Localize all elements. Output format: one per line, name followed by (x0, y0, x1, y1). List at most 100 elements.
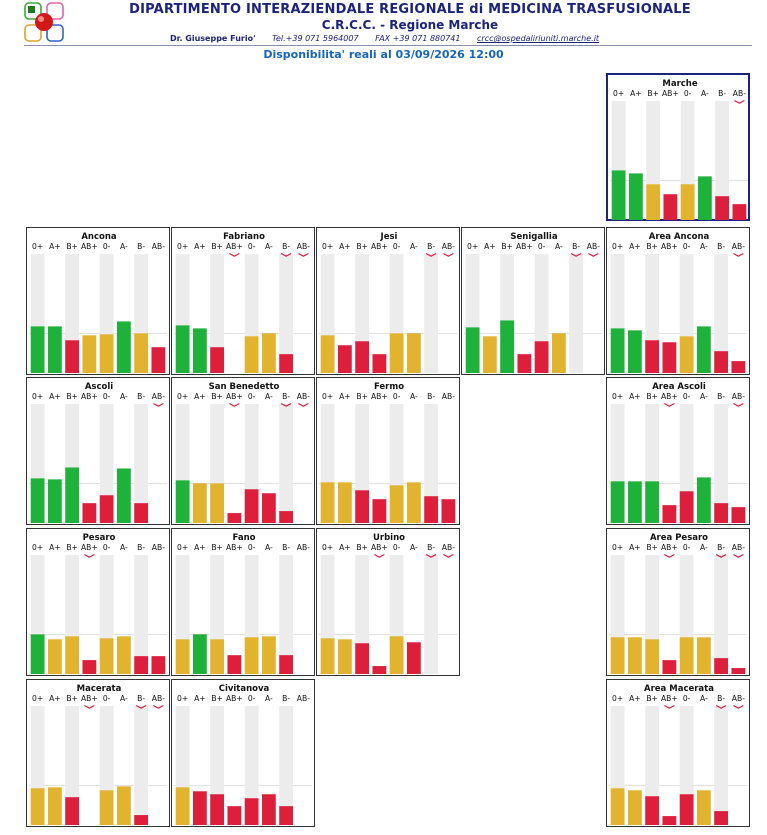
low-stock-arrow-icon (425, 252, 437, 257)
bar-b (500, 320, 515, 373)
chart-svg-fermo: Fermo 0+ A+ B+ AB+ 0- A- B- AB- (319, 382, 457, 523)
tick-label: B- (137, 242, 145, 251)
chart-panel-fermo: Fermo 0+ A+ B+ AB+ 0- A- B- AB- (316, 377, 460, 525)
bar-b (645, 639, 660, 674)
crcc-subtitle: C.R.C.C. - Regione Marche (321, 18, 499, 32)
tick-label: A- (265, 242, 273, 251)
tick-label: 0- (683, 242, 691, 251)
bar-0 (320, 335, 335, 373)
tick-label: AB- (297, 242, 310, 251)
chart-svg-pesaro: Pesaro 0+ A+ B+ AB+ 0- A- B- AB- (29, 533, 167, 674)
bar-a (406, 642, 421, 674)
tick-label: A- (120, 392, 128, 401)
tick-label: B+ (356, 392, 368, 401)
tick-label: AB- (152, 694, 165, 703)
email-link[interactable]: crcc@ospedaliriuniti.marche.it (477, 34, 600, 43)
tick-label: 0- (248, 392, 256, 401)
department-title: DIPARTIMENTO INTERAZIENDALE REGIONALE di… (129, 2, 691, 17)
tick-label: AB- (442, 242, 455, 251)
chart-panel-jesi: Jesi 0+ A+ B+ AB+ 0- A- B- AB- (316, 227, 460, 375)
bar-b (210, 347, 225, 373)
bar-0 (30, 478, 45, 523)
tick-label: AB- (732, 543, 745, 552)
tick-label: B+ (211, 694, 223, 703)
tick-label: B+ (646, 392, 658, 401)
bar-a (697, 176, 712, 220)
low-stock-arrow-icon (84, 704, 95, 709)
bar-ab (151, 347, 166, 373)
bar-a (192, 791, 207, 825)
tick-label: AB+ (661, 392, 678, 401)
tick-label: 0+ (467, 242, 478, 251)
bar-0 (30, 634, 45, 674)
bar-a (116, 321, 131, 373)
bar-track (65, 706, 80, 825)
chart-svg-civitanova: Civitanova 0+ A+ B+ AB+ 0- A- B- AB- (174, 684, 312, 825)
chart-title: Area Ascoli (652, 382, 706, 392)
bar-ab (731, 507, 746, 523)
chart-panel-macerata: Macerata 0+ A+ B+ AB+ 0- A- B- AB- (26, 679, 170, 827)
tick-label: B+ (211, 242, 223, 251)
bar-a (47, 639, 62, 674)
chart-title: Pesaro (83, 533, 116, 543)
tick-label: B+ (211, 543, 223, 552)
low-stock-arrow-icon (153, 704, 164, 709)
bar-track (134, 706, 149, 825)
low-stock-arrow-icon (733, 402, 744, 407)
tick-label: A- (410, 242, 418, 251)
tick-label: AB+ (661, 242, 678, 251)
tick-label: A- (701, 89, 709, 98)
tick-label: B+ (356, 242, 368, 251)
bar-ab (662, 505, 677, 523)
bar-a (47, 479, 62, 523)
low-stock-arrow-icon (733, 252, 744, 257)
chart-panel-marche: Marche 0+ A+ B+ AB+ 0- A- B- AB- (606, 73, 750, 221)
bar-0 (99, 334, 114, 373)
bar-a (261, 493, 276, 523)
low-stock-arrow-icon (664, 553, 675, 558)
chart-svg-urbino: Urbino 0+ A+ B+ AB+ 0- A- B- AB- (319, 533, 457, 674)
low-stock-arrow-icon (374, 553, 385, 558)
tick-label: 0+ (613, 89, 624, 98)
chart-title: Marche (662, 79, 697, 89)
bar-ab (82, 660, 97, 674)
bar-ab (227, 655, 242, 674)
bar-0 (534, 341, 549, 373)
bar-0 (175, 639, 190, 674)
chart-title: Jesi (380, 232, 398, 242)
bar-track (279, 706, 294, 825)
tick-label: A- (265, 392, 273, 401)
chart-svg-area-ascoli: Area Ascoli 0+ A+ B+ AB+ 0- A- B- AB- (609, 382, 747, 523)
bar-track (569, 254, 584, 373)
bar-0 (320, 638, 335, 674)
tick-label: A- (410, 543, 418, 552)
bar-track (714, 555, 729, 674)
tick-label: AB+ (81, 392, 98, 401)
bar-ab (662, 660, 677, 674)
tick-label: 0- (393, 392, 401, 401)
contact-line: Dr. Giuseppe Furio' Tel.+39 071 5964007 … (170, 34, 690, 43)
tick-label: AB- (152, 392, 165, 401)
bar-b (645, 796, 660, 825)
chart-svg-area-macerata: Area Macerata 0+ A+ B+ AB+ 0- A- B- AB- (609, 684, 747, 825)
chart-panel-fabriano: Fabriano 0+ A+ B+ AB+ 0- A- B- AB- (171, 227, 315, 375)
bar-b (210, 483, 225, 523)
bar-b (210, 639, 225, 674)
bar-ab (372, 666, 387, 674)
page-header: DIPARTIMENTO INTERAZIENDALE REGIONALE di… (0, 0, 767, 62)
bar-0 (389, 636, 404, 674)
tick-label: 0+ (32, 242, 43, 251)
bar-b (646, 184, 661, 220)
chart-panel-pesaro: Pesaro 0+ A+ B+ AB+ 0- A- B- AB- (26, 528, 170, 676)
bar-0 (175, 325, 190, 373)
bar-track (134, 404, 149, 523)
tick-label: A- (700, 242, 708, 251)
bar-a (551, 333, 566, 373)
low-stock-arrow-icon (733, 553, 744, 558)
tick-label: AB- (297, 392, 310, 401)
tick-label: B- (427, 392, 435, 401)
tick-label: B+ (66, 543, 78, 552)
bar-a (628, 173, 643, 220)
tick-label: 0+ (32, 543, 43, 552)
bar-a (116, 786, 131, 825)
